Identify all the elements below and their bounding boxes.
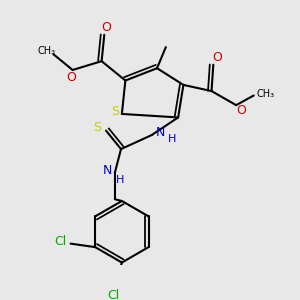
Text: N: N xyxy=(103,164,112,177)
Text: S: S xyxy=(93,121,101,134)
Text: Cl: Cl xyxy=(54,236,66,248)
Text: H: H xyxy=(168,134,176,144)
Text: O: O xyxy=(236,104,246,117)
Text: CH₃: CH₃ xyxy=(37,46,55,56)
Text: H: H xyxy=(116,175,124,185)
Text: N: N xyxy=(156,126,165,139)
Text: O: O xyxy=(212,51,222,64)
Text: Cl: Cl xyxy=(107,290,119,300)
Text: CH₃: CH₃ xyxy=(257,89,275,99)
Text: S: S xyxy=(111,105,119,118)
Text: O: O xyxy=(101,21,111,34)
Text: O: O xyxy=(66,70,76,83)
